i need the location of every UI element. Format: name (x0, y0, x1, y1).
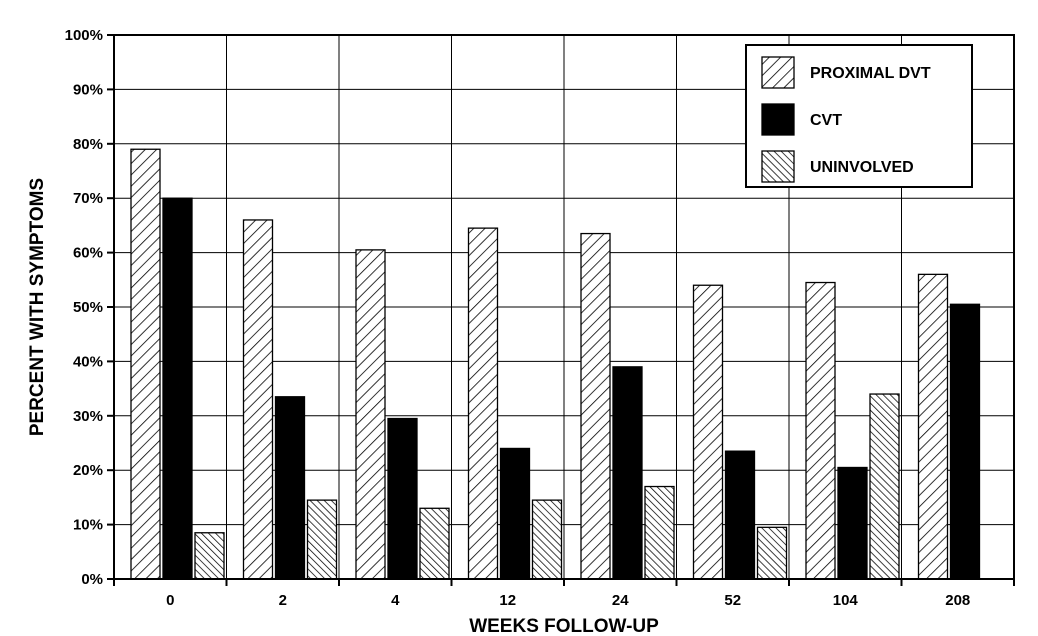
legend: PROXIMAL DVT CVT UNINVOLVED (745, 44, 973, 188)
bar-proximal-dvt-52 (692, 284, 724, 580)
bar-cvt-4 (387, 417, 418, 580)
x-tick-label: 4 (391, 592, 400, 609)
x-tick-label: 24 (612, 592, 629, 609)
bar-proximal-dvt-104 (805, 281, 836, 580)
x-tick-label: 104 (833, 592, 859, 609)
bar-uninvolved-24 (644, 485, 675, 580)
y-tick-label: 60% (73, 245, 103, 262)
bar-cvt-2 (274, 396, 306, 580)
bar-uninvolved-0 (194, 532, 225, 580)
y-axis-title: PERCENT WITH SYMPTOMS (27, 178, 48, 436)
y-tick-label: 80% (73, 136, 103, 153)
x-axis-ticks: 0 2 4 12 24 52 104 208 (113, 579, 1015, 609)
x-tick-label: 0 (166, 592, 174, 609)
y-tick-label: 30% (73, 408, 103, 425)
bar-proximal-dvt-0 (130, 148, 161, 580)
bar-cvt-24 (612, 366, 643, 580)
bar-uninvolved-2 (306, 499, 338, 580)
legend-label-uninvolved: UNINVOLVED (810, 159, 914, 176)
bar-proximal-dvt-208 (917, 273, 949, 580)
bar-uninvolved-52 (756, 526, 788, 580)
legend-swatch-uninvolved (761, 150, 795, 183)
y-tick-label: 90% (73, 81, 103, 98)
legend-swatch-cvt (761, 103, 795, 136)
y-tick-label: 70% (73, 190, 103, 207)
legend-swatch-proximal-dvt (761, 56, 795, 89)
x-tick-label: 2 (279, 592, 287, 609)
bars (130, 148, 981, 580)
bar-proximal-dvt-12 (467, 227, 499, 580)
x-tick-label: 208 (945, 592, 970, 609)
x-tick-label: 12 (499, 592, 516, 609)
x-tick-label: 52 (724, 592, 741, 609)
bar-cvt-52 (724, 450, 756, 580)
bar-cvt-12 (499, 447, 531, 580)
bar-uninvolved-4 (419, 507, 450, 580)
y-tick-label: 50% (73, 299, 103, 316)
bar-proximal-dvt-2 (242, 219, 274, 580)
legend-label-proximal-dvt: PROXIMAL DVT (810, 65, 931, 82)
y-tick-label: 40% (73, 353, 103, 370)
bar-proximal-dvt-4 (355, 249, 386, 580)
bar-uninvolved-104 (869, 393, 900, 580)
bar-cvt-104 (837, 466, 868, 580)
bar-cvt-208 (949, 303, 981, 580)
legend-label-cvt: CVT (810, 112, 842, 129)
x-axis-title: WEEKS FOLLOW-UP (469, 616, 659, 636)
y-tick-label: 0% (81, 571, 103, 588)
bar-uninvolved-12 (531, 499, 563, 580)
y-tick-label: 10% (73, 517, 103, 534)
y-tick-label: 20% (73, 462, 103, 479)
y-tick-label: 100% (65, 27, 103, 44)
bar-proximal-dvt-24 (580, 232, 611, 580)
bar-cvt-0 (162, 197, 193, 580)
y-axis-ticks: 0% 10% 20% 30% 40% 50% 60% 70% 80% 90% 100% (65, 27, 114, 588)
